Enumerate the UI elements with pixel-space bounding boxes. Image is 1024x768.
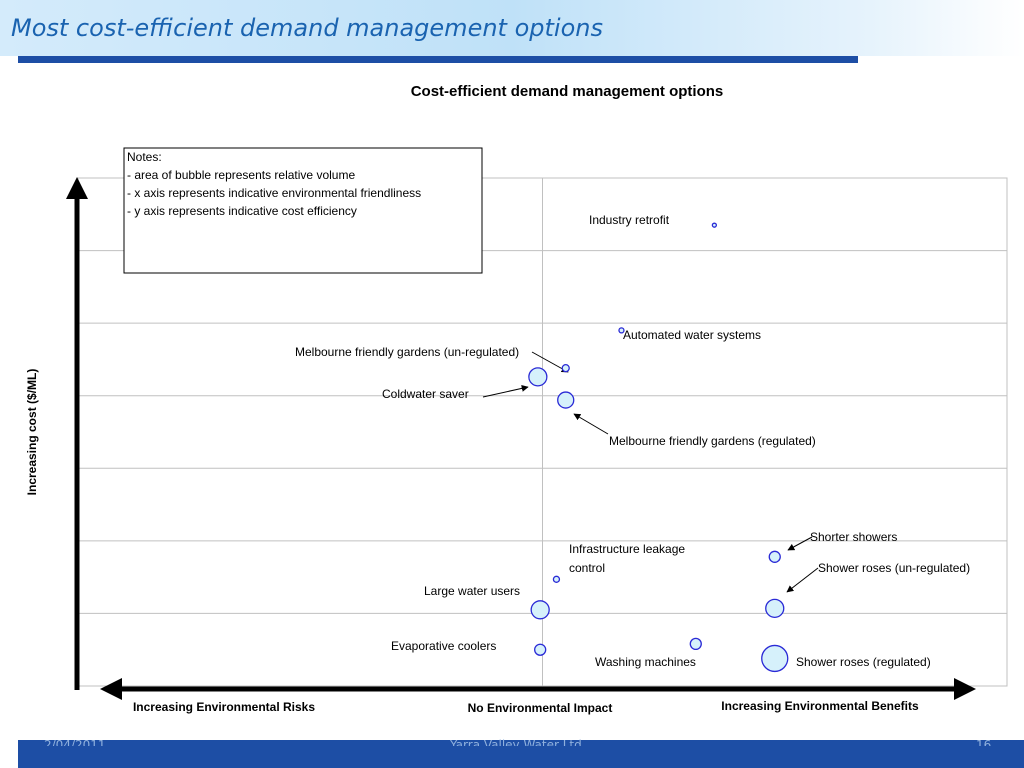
header-bar	[18, 56, 858, 63]
bubble	[689, 637, 702, 651]
x-axis-label-right: Increasing Environmental Benefits	[721, 699, 919, 713]
chart-title: Cost-efficient demand management options	[411, 83, 724, 100]
bubble-label: Large water users	[424, 584, 520, 598]
y-axis	[66, 177, 88, 690]
leader-lines	[482, 351, 819, 593]
leader-arrow	[787, 536, 813, 551]
y-axis-label: Increasing cost ($/ML)	[25, 369, 39, 496]
notes-heading: Notes:	[127, 150, 162, 164]
bubble	[768, 550, 781, 563]
bubble	[761, 644, 789, 673]
bubble-label: Coldwater saver	[382, 387, 469, 401]
bubble	[618, 327, 625, 334]
bubble-label: Automated water systems	[623, 328, 761, 342]
footer-page: 16	[976, 738, 992, 746]
leader-arrow	[573, 413, 609, 435]
notes-line: - y axis represents indicative cost effi…	[127, 204, 357, 218]
bubble-label: Industry retrofit	[589, 213, 670, 227]
slide-header: Most cost-efficient demand management op…	[0, 0, 1024, 56]
bubble-label: Shower roses (un-regulated)	[818, 561, 970, 575]
bubble-label: Infrastructure leakage	[569, 542, 685, 556]
footer-date: 2/04/2011	[44, 738, 106, 746]
bubble-label: Shower roses (regulated)	[796, 655, 931, 669]
footer-bar	[18, 740, 1024, 768]
bubble	[534, 643, 547, 656]
footer-org: Yarra Valley Water Ltd	[450, 738, 582, 746]
bubble-label: control	[569, 561, 605, 575]
x-axis	[100, 678, 976, 700]
slide-title: Most cost-efficient demand management op…	[11, 14, 603, 42]
bubble	[552, 575, 561, 583]
bubble	[528, 367, 548, 387]
bubble-label: Washing machines	[595, 655, 696, 669]
leader-arrow	[482, 384, 529, 398]
bubble-label: Melbourne friendly gardens (un-regulated…	[295, 345, 519, 359]
notes-line: - area of bubble represents relative vol…	[127, 168, 355, 182]
bubble	[530, 600, 550, 620]
bubble	[765, 598, 785, 618]
x-axis-label-center: No Environmental Impact	[468, 701, 613, 715]
bubble-chart: Cost-efficient demand management options…	[25, 83, 1008, 715]
bubble-label: Melbourne friendly gardens (regulated)	[609, 434, 816, 448]
bubbles	[528, 222, 789, 673]
bubble	[561, 363, 570, 373]
bubble-label: Shorter showers	[810, 530, 897, 544]
leader-arrow	[786, 567, 819, 593]
bubble-labels: Industry retrofit Automated water systems…	[295, 213, 970, 669]
bubble	[557, 391, 575, 409]
notes-box: Notes: - area of bubble represents relat…	[123, 147, 483, 274]
bubble	[711, 222, 718, 228]
bubble-label: Evaporative coolers	[391, 639, 496, 653]
notes-line: - x axis represents indicative environme…	[127, 186, 421, 200]
x-axis-label-left: Increasing Environmental Risks	[133, 700, 315, 714]
